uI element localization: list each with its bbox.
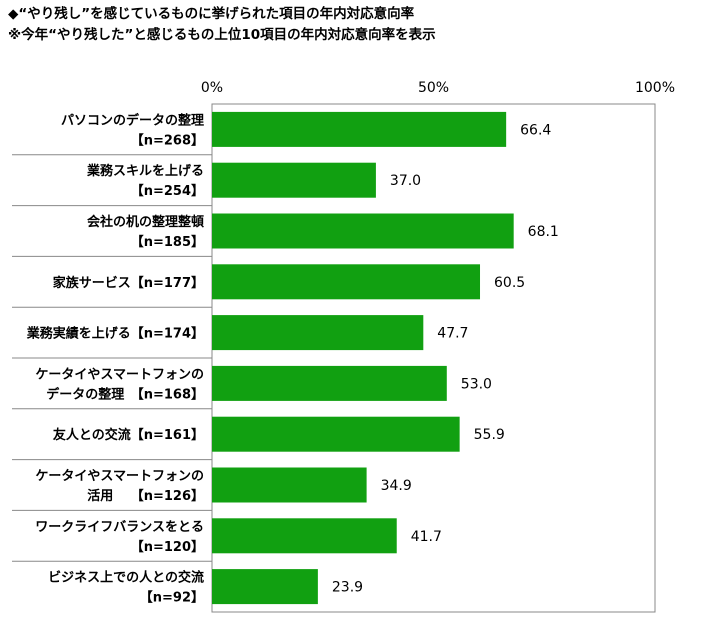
category-label: 【n=92】 [140,590,204,606]
category-label: 【n=185】 [131,234,204,250]
category-label: ビジネス上での人との交流 [48,570,204,586]
bar [212,569,318,605]
value-label: 55.9 [474,427,505,443]
bar [212,213,514,249]
x-tick-label: 0% [201,80,223,96]
value-label: 23.9 [332,580,363,596]
category-label: 【n=254】 [131,183,204,199]
value-label: 41.7 [411,529,442,545]
bar [212,264,481,300]
bar [212,111,507,147]
bar [212,315,424,351]
chart-title: ◆“やり残し”を感じているものに挙げられた項目の年内対応意向率 [8,6,415,22]
category-label: 業務実績を上げる【n=174】 [26,326,204,342]
value-label: 68.1 [528,224,559,240]
value-label: 66.4 [520,122,551,138]
category-label: 友人との交流【n=161】 [53,427,204,443]
category-label: 【n=120】 [131,539,204,555]
category-label: 業務スキルを上げる [86,163,204,179]
category-label: パソコンのデータの整理 [61,112,204,128]
x-tick-label: 50% [418,80,449,96]
value-label: 47.7 [437,326,468,342]
bar [212,365,447,401]
category-label: ワークライフバランスをとる [35,520,204,535]
chart-header: ◆“やり残し”を感じているものに挙げられた項目の年内対応意向率 ※今年“やり残し… [8,4,436,46]
category-label: 活用 【n=126】 [87,488,204,504]
value-label: 53.0 [461,376,492,392]
chart-subtitle: ※今年“やり残した”と感じるもの上位10項目の年内対応意向率を表示 [8,27,436,43]
category-label: 家族サービス【n=177】 [53,275,204,291]
value-label: 37.0 [390,173,421,189]
bar [212,467,367,503]
value-label: 60.5 [494,275,525,291]
bar [212,416,460,452]
bar [212,518,397,554]
category-label: ケータイやスマートフォンの [35,469,204,484]
x-tick-label: 100% [635,80,675,96]
bar [212,162,376,198]
value-label: 34.9 [381,478,412,494]
category-label: 【n=268】 [131,132,204,148]
category-label: データの整理 【n=168】 [46,386,204,402]
category-label: 会社の机の整理整頓 [87,214,204,230]
category-label: ケータイやスマートフォンの [35,367,204,382]
